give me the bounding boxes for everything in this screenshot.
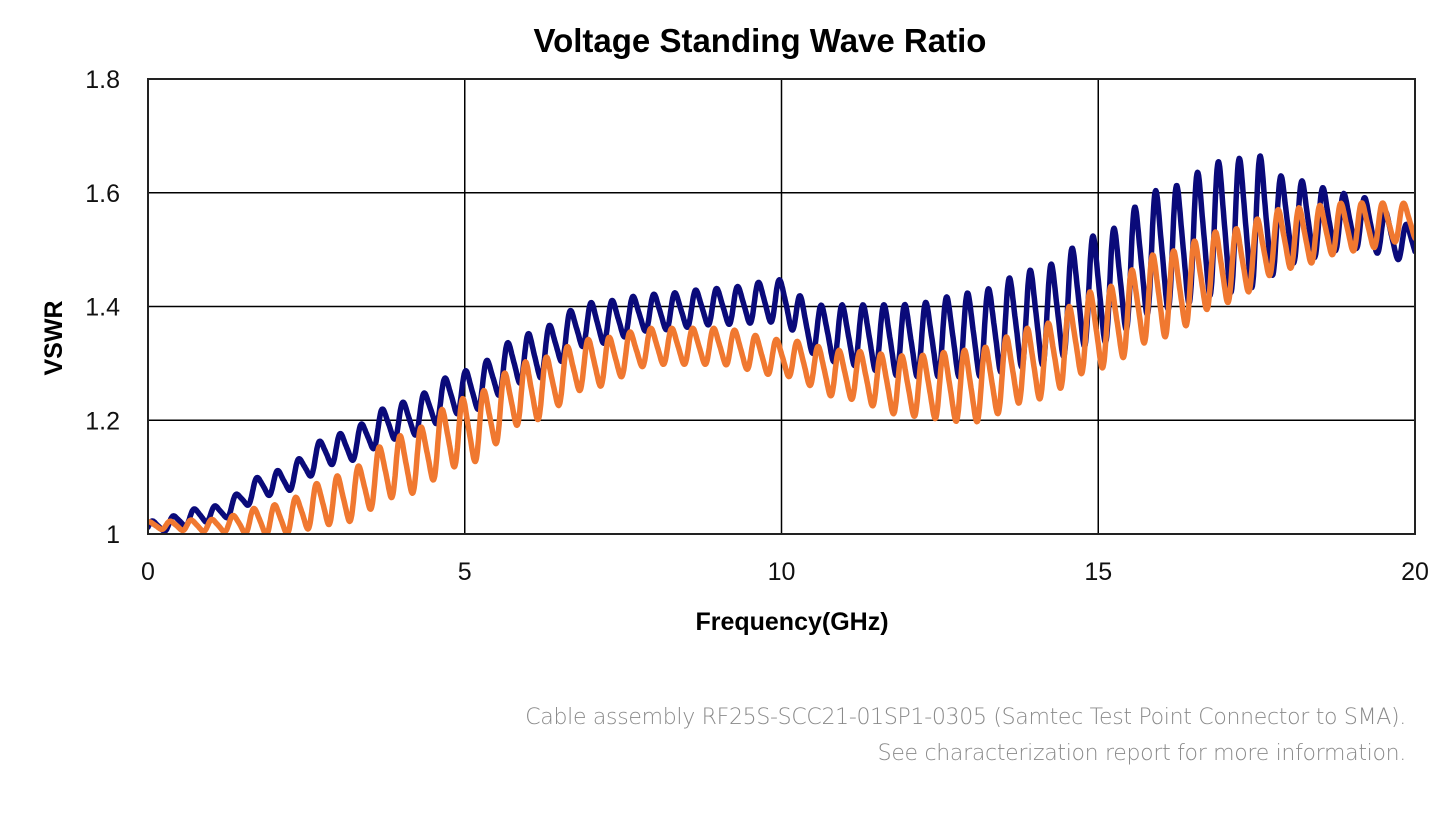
caption-line-1: Cable assembly RF25S-SCC21-01SP1-0305 (S…	[525, 705, 1406, 730]
y-tick-label: 1	[106, 521, 120, 549]
y-tick-label: 1.2	[85, 407, 120, 435]
x-tick-label: 5	[458, 558, 472, 586]
x-axis-label: Frequency(GHz)	[695, 608, 888, 636]
x-tick-label: 15	[1084, 558, 1112, 586]
caption-line-2: See characterization report for more inf…	[877, 741, 1407, 766]
gridlines	[148, 79, 1415, 534]
x-axis-ticks: 0 5 10 15 20	[141, 558, 1429, 586]
y-axis-label: VSWR	[40, 301, 68, 376]
y-tick-label: 1.8	[85, 66, 120, 94]
series-line-1	[148, 153, 1415, 534]
series-layer	[148, 153, 1415, 534]
y-tick-label: 1.4	[85, 294, 120, 322]
x-tick-label: 20	[1401, 558, 1429, 586]
y-axis-ticks: 1 1.2 1.4 1.6 1.8	[85, 66, 120, 549]
series-line-2	[148, 200, 1415, 534]
chart-title: Voltage Standing Wave Ratio	[534, 22, 987, 59]
y-tick-label: 1.6	[85, 180, 120, 208]
x-tick-label: 10	[768, 558, 796, 586]
x-tick-label: 0	[141, 558, 155, 586]
plot-frame	[147, 78, 1416, 535]
